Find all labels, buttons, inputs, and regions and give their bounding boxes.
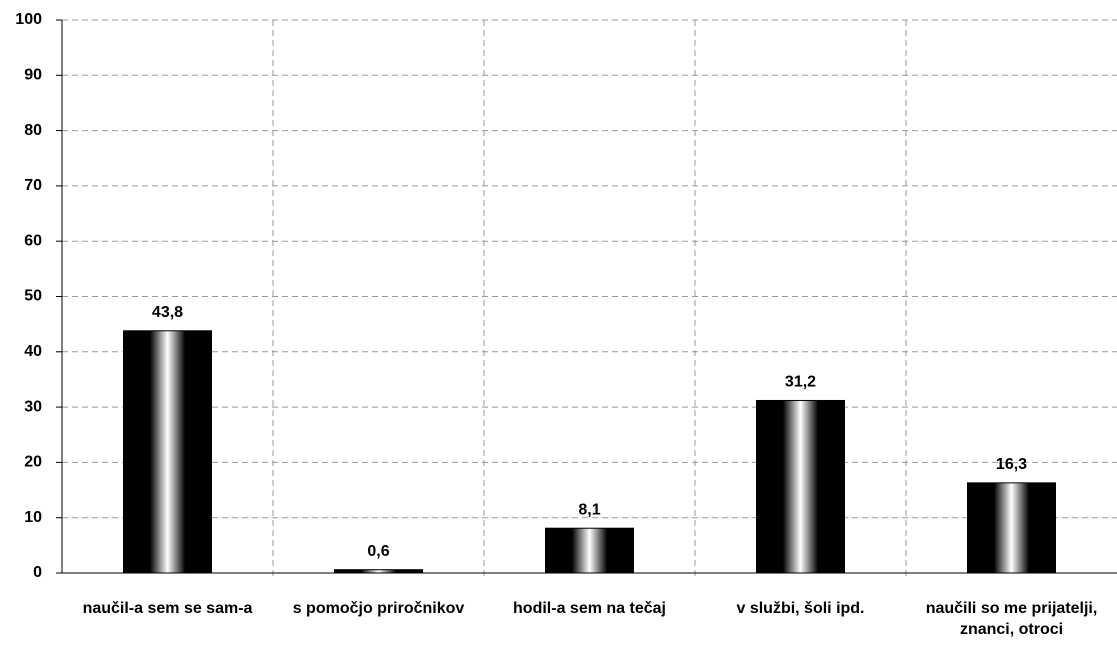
y-tick-label: 60 xyxy=(24,232,42,249)
value-label: 0,6 xyxy=(367,543,389,560)
y-tick-label: 70 xyxy=(24,177,42,194)
bar xyxy=(123,330,212,574)
bar xyxy=(756,399,845,574)
y-tick-label: 90 xyxy=(24,67,42,84)
y-tick-label: 80 xyxy=(24,122,42,139)
x-tick-label: hodil-a sem na tečaj xyxy=(513,600,666,617)
bar xyxy=(334,569,423,574)
bar xyxy=(967,482,1056,574)
value-label: 8,1 xyxy=(578,501,600,518)
x-tick-label: naučili so me prijatelji, znanci, otroci xyxy=(925,600,1098,638)
y-tick-label: 40 xyxy=(24,343,42,360)
value-label: 43,8 xyxy=(152,304,183,321)
value-label: 31,2 xyxy=(785,374,816,391)
y-tick-label: 20 xyxy=(24,454,42,471)
bar xyxy=(545,527,634,574)
y-tick-label: 30 xyxy=(24,398,42,415)
y-tick-label: 0 xyxy=(33,564,42,581)
x-tick-label: naučil-a sem se sam-a xyxy=(82,600,253,617)
x-tick-label: s pomočjo priročnikov xyxy=(292,600,465,617)
value-label: 16,3 xyxy=(996,456,1027,473)
x-tick-label: v službi, šoli ipd. xyxy=(736,600,865,617)
y-tick-label: 100 xyxy=(15,11,42,28)
y-tick-label: 10 xyxy=(24,509,42,526)
y-tick-label: 50 xyxy=(24,288,42,305)
